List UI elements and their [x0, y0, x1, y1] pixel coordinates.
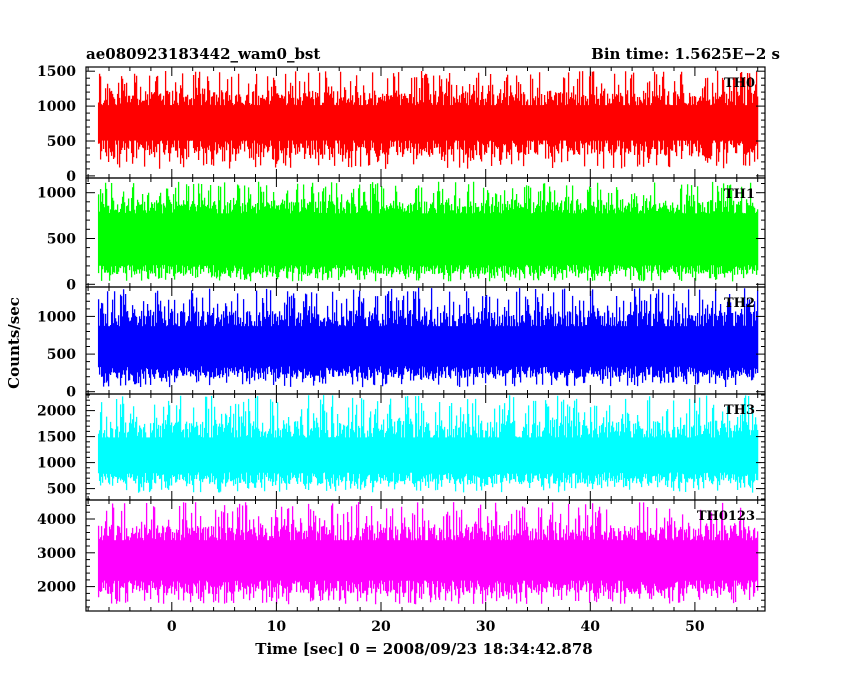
x-tick-label: 30 [476, 619, 496, 635]
y-tick-label: 500 [47, 482, 76, 498]
y-tick-label: 500 [47, 347, 76, 363]
panel-th3: 500 1000 1500 2000 TH3 [37, 393, 766, 501]
y-tick-label: 1000 [37, 309, 76, 325]
panel-th0123: 2000 3000 4000 TH0123 [37, 499, 766, 612]
y-tick-label: 1000 [37, 456, 76, 472]
figure-title: ae080923183442_wam0_bst [86, 45, 320, 63]
y-tick-label: 2000 [37, 580, 76, 596]
panel-label: TH0 [724, 76, 755, 91]
panel-th0: 0 500 1000 1500 TH0 [37, 64, 766, 185]
y-tick-label: 1500 [37, 64, 76, 80]
x-tick-label: 40 [581, 619, 601, 635]
panel-label: TH1 [724, 187, 755, 202]
y-tick-label: 1000 [37, 186, 76, 202]
series-core-th0 [98, 105, 758, 141]
x-tick-label: 10 [267, 619, 287, 635]
panel-label: TH0123 [697, 509, 755, 524]
y-tick-label: 2000 [37, 404, 76, 420]
series-core-th3 [98, 437, 758, 473]
y-tick-label: 1500 [37, 430, 76, 446]
series-core-th2 [98, 326, 758, 367]
x-tick-label: 0 [167, 619, 177, 635]
y-tick-label: 500 [47, 231, 76, 247]
series-core-th1 [98, 213, 758, 264]
y-tick-label: 500 [47, 134, 76, 150]
x-tick-label: 50 [685, 619, 705, 635]
x-axis-label: Time [sec] 0 = 2008/09/23 18:34:42.878 [255, 640, 592, 658]
panel-th2: 0 500 1000 TH2 [37, 286, 766, 401]
y-tick-label: 0 [66, 385, 76, 401]
y-tick-label: 4000 [37, 512, 76, 528]
bin-time-label: Bin time: 1.5625E−2 s [591, 45, 780, 63]
panel-th1: 0 500 1000 TH1 [37, 177, 766, 293]
y-axis-label: Counts/sec [5, 297, 23, 389]
series-core-th0123 [98, 540, 758, 581]
panel-label: TH2 [724, 296, 755, 311]
panel-frame [85, 499, 766, 612]
y-tick-label: 0 [66, 277, 76, 293]
y-tick-label: 3000 [37, 546, 76, 562]
y-tick-label: 1000 [37, 99, 76, 115]
panel-label: TH3 [724, 403, 755, 418]
y-tick-label: 0 [66, 169, 76, 185]
x-tick-label: 20 [371, 619, 391, 635]
